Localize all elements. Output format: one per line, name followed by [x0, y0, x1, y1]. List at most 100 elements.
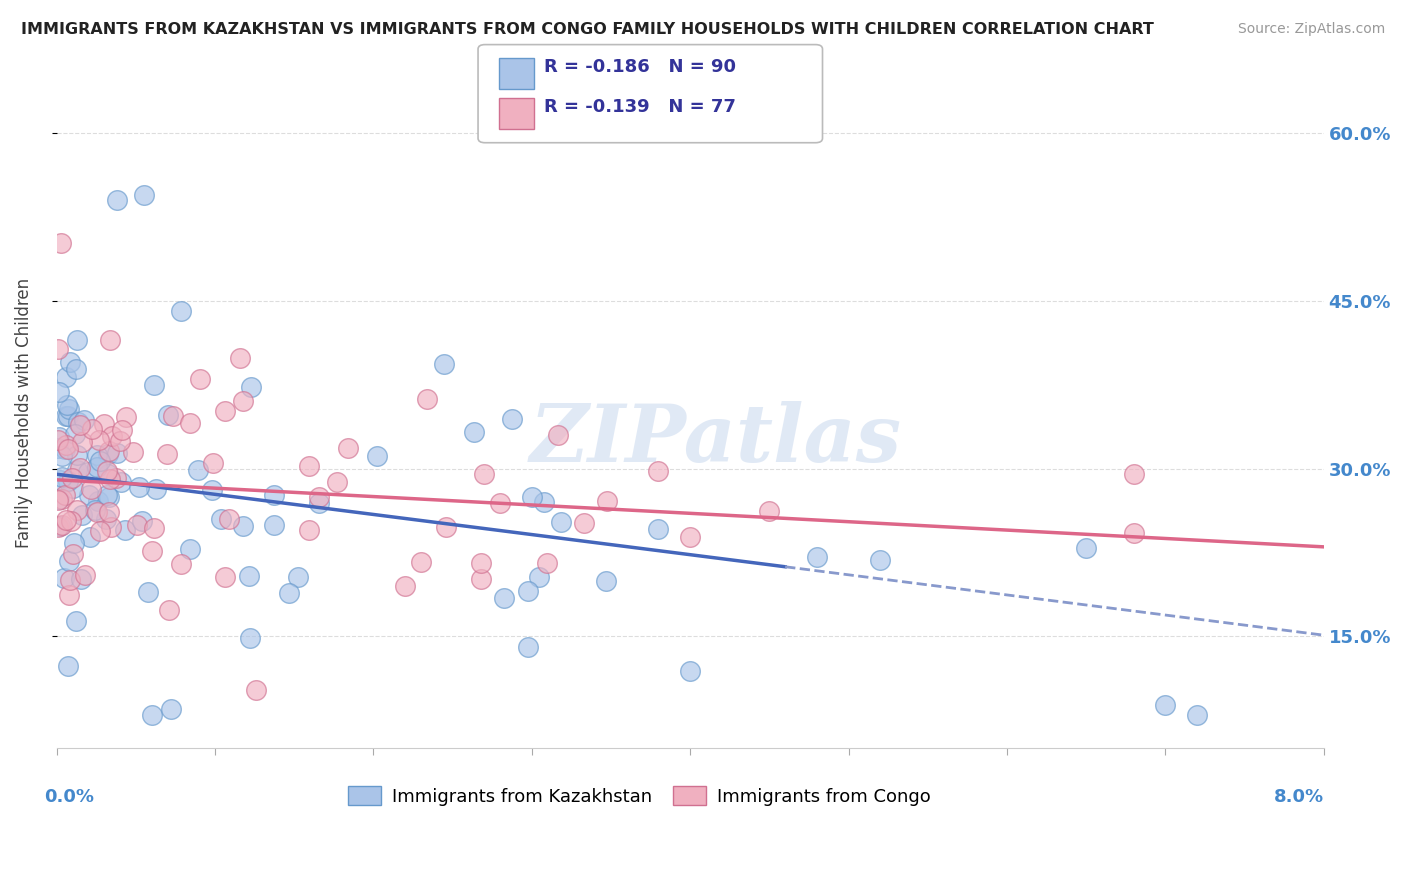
- Point: [547, 428, 569, 442]
- Point: [52, 571, 75, 585]
- Point: [46, 433, 69, 447]
- Point: [87, 494, 110, 508]
- Point: [62, 548, 84, 562]
- Point: [101, 429, 124, 443]
- Point: [122, 445, 145, 459]
- Point: [141, 707, 163, 722]
- Point: [170, 304, 193, 318]
- Point: [806, 550, 828, 565]
- Point: [647, 464, 669, 478]
- Point: [232, 394, 254, 409]
- Point: [70, 508, 93, 522]
- Text: R = -0.186   N = 90: R = -0.186 N = 90: [544, 58, 737, 76]
- Point: [48, 384, 70, 399]
- Point: [55, 513, 77, 527]
- Point: [56, 474, 79, 488]
- Point: [245, 682, 267, 697]
- Point: [232, 519, 254, 533]
- Point: [110, 475, 132, 489]
- Point: [55, 370, 77, 384]
- Point: [463, 425, 485, 440]
- Point: [214, 569, 236, 583]
- Point: [1122, 467, 1144, 482]
- Point: [326, 475, 349, 490]
- Point: [60, 471, 83, 485]
- Point: [55, 438, 77, 452]
- Text: IMMIGRANTS FROM KAZAKHSTAN VS IMMIGRANTS FROM CONGO FAMILY HOUSEHOLDS WITH CHILD: IMMIGRANTS FROM KAZAKHSTAN VS IMMIGRANTS…: [21, 22, 1154, 37]
- Point: [1154, 698, 1177, 712]
- Point: [416, 392, 439, 406]
- Point: [98, 490, 121, 504]
- Point: [238, 568, 260, 582]
- Point: [132, 187, 155, 202]
- Point: [337, 441, 360, 455]
- Text: 0.0%: 0.0%: [44, 789, 94, 806]
- Point: [520, 490, 543, 504]
- Point: [66, 448, 89, 462]
- Point: [501, 412, 523, 426]
- Point: [65, 614, 87, 628]
- Point: [63, 535, 86, 549]
- Point: [110, 423, 132, 437]
- Point: [105, 471, 128, 485]
- Point: [179, 417, 201, 431]
- Point: [89, 434, 111, 448]
- Point: [433, 357, 456, 371]
- Point: [49, 236, 72, 251]
- Point: [63, 426, 86, 441]
- Point: [96, 447, 118, 461]
- Point: [145, 483, 167, 497]
- Point: [56, 659, 79, 673]
- Point: [77, 465, 100, 479]
- Point: [108, 434, 131, 448]
- Point: [51, 492, 73, 507]
- Point: [80, 482, 103, 496]
- Point: [470, 572, 492, 586]
- Point: [214, 404, 236, 418]
- Point: [277, 586, 299, 600]
- Point: [472, 467, 495, 481]
- Point: [89, 454, 111, 468]
- Point: [758, 503, 780, 517]
- Point: [394, 580, 416, 594]
- Point: [142, 521, 165, 535]
- Point: [66, 463, 89, 477]
- Point: [239, 631, 262, 645]
- Point: [170, 557, 193, 571]
- Point: [550, 515, 572, 529]
- Point: [434, 520, 457, 534]
- Point: [159, 603, 181, 617]
- Point: [93, 417, 115, 431]
- Point: [516, 583, 538, 598]
- Point: [263, 518, 285, 533]
- Point: [869, 553, 891, 567]
- Point: [59, 355, 82, 369]
- Point: [298, 523, 321, 537]
- Point: [56, 398, 79, 412]
- Point: [105, 445, 128, 459]
- Point: [86, 459, 108, 474]
- Point: [77, 488, 100, 502]
- Point: [70, 435, 93, 450]
- Point: [58, 554, 80, 568]
- Point: [489, 495, 512, 509]
- Point: [218, 511, 240, 525]
- Point: [136, 585, 159, 599]
- Point: [287, 570, 309, 584]
- Point: [517, 640, 540, 654]
- Point: [73, 567, 96, 582]
- Point: [143, 377, 166, 392]
- Point: [100, 519, 122, 533]
- Point: [157, 409, 180, 423]
- Point: [51, 449, 73, 463]
- Point: [141, 544, 163, 558]
- Point: [1074, 541, 1097, 556]
- Point: [86, 505, 108, 519]
- Point: [98, 472, 121, 486]
- Point: [51, 518, 73, 533]
- Point: [49, 518, 72, 533]
- Point: [66, 333, 89, 347]
- Point: [46, 441, 69, 455]
- Point: [105, 194, 128, 208]
- Point: [65, 362, 87, 376]
